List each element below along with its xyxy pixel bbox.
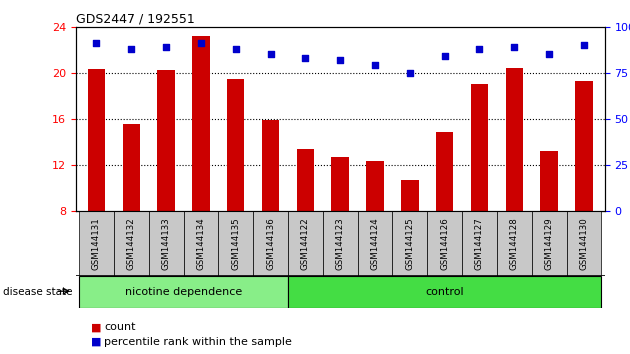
Bar <box>471 84 488 211</box>
Text: count: count <box>104 322 135 332</box>
Text: disease state: disease state <box>3 287 72 297</box>
Bar <box>158 70 175 211</box>
Text: GSM144135: GSM144135 <box>231 217 240 270</box>
Text: GSM144124: GSM144124 <box>370 217 379 270</box>
Text: GSM144136: GSM144136 <box>266 217 275 270</box>
Bar <box>358 211 392 276</box>
Point <box>231 46 241 51</box>
Bar <box>331 156 349 211</box>
Bar <box>436 132 454 211</box>
Bar <box>79 276 288 308</box>
Text: GSM144128: GSM144128 <box>510 217 518 270</box>
Text: ■: ■ <box>91 337 102 347</box>
Point <box>161 44 171 50</box>
Bar <box>427 211 462 276</box>
Bar <box>288 211 323 276</box>
Text: nicotine dependence: nicotine dependence <box>125 287 242 297</box>
Text: GSM144132: GSM144132 <box>127 217 136 270</box>
Bar <box>219 211 253 276</box>
Bar <box>183 211 219 276</box>
Bar <box>323 211 358 276</box>
Bar <box>462 211 497 276</box>
Bar <box>288 276 601 308</box>
Bar <box>149 211 183 276</box>
Text: GSM144126: GSM144126 <box>440 217 449 270</box>
Text: GSM144134: GSM144134 <box>197 217 205 270</box>
Text: GSM144129: GSM144129 <box>544 217 554 270</box>
Text: GDS2447 / 192551: GDS2447 / 192551 <box>76 12 194 25</box>
Point <box>509 44 519 50</box>
Bar <box>114 211 149 276</box>
Text: GSM144122: GSM144122 <box>301 217 310 270</box>
Text: ■: ■ <box>91 322 102 332</box>
Point <box>126 46 136 51</box>
Bar <box>532 211 566 276</box>
Bar <box>575 81 593 211</box>
Text: control: control <box>425 287 464 297</box>
Point <box>405 70 415 75</box>
Bar <box>392 211 427 276</box>
Bar <box>497 211 532 276</box>
Text: GSM144123: GSM144123 <box>336 217 345 270</box>
Bar <box>401 179 418 211</box>
Point <box>265 51 275 57</box>
Bar <box>88 69 105 211</box>
Bar <box>192 36 210 211</box>
Point <box>474 46 484 51</box>
Point <box>335 57 345 63</box>
Bar <box>79 211 114 276</box>
Point <box>301 55 311 61</box>
Text: GSM144130: GSM144130 <box>580 217 588 270</box>
Bar <box>262 120 279 211</box>
Point <box>544 51 554 57</box>
Text: GSM144125: GSM144125 <box>405 217 415 270</box>
Point <box>440 53 450 59</box>
Text: GSM144131: GSM144131 <box>92 217 101 270</box>
Bar <box>366 161 384 211</box>
Point <box>91 40 101 46</box>
Bar <box>505 68 523 211</box>
Bar <box>566 211 601 276</box>
Point <box>579 42 589 48</box>
Text: GSM144127: GSM144127 <box>475 217 484 270</box>
Bar <box>227 80 244 211</box>
Text: GSM144133: GSM144133 <box>162 217 171 270</box>
Bar <box>297 149 314 211</box>
Point <box>196 40 206 46</box>
Bar <box>253 211 288 276</box>
Point <box>370 62 380 68</box>
Text: percentile rank within the sample: percentile rank within the sample <box>104 337 292 347</box>
Bar <box>123 124 140 211</box>
Bar <box>541 151 558 211</box>
